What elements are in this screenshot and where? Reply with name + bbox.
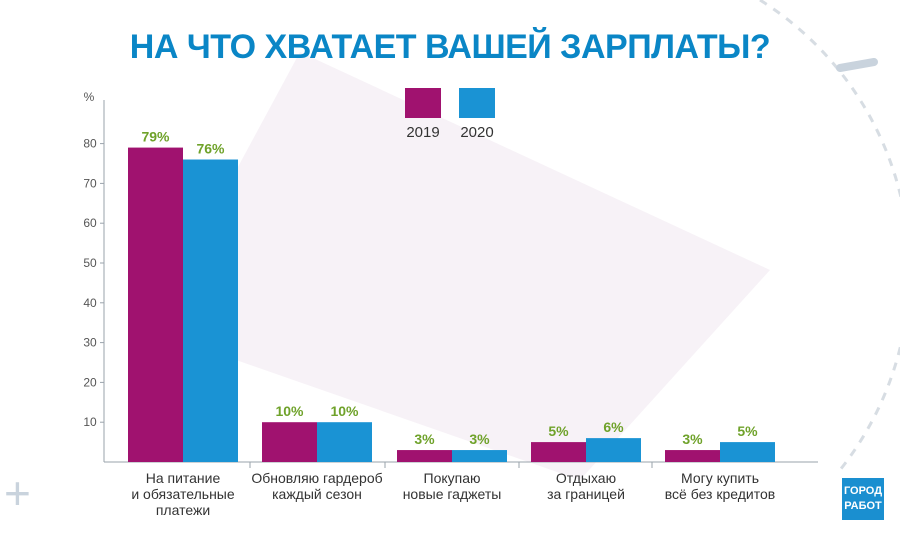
y-axis-label: % bbox=[84, 90, 95, 104]
category-label: Могу купить bbox=[681, 470, 759, 486]
legend-swatch-2020 bbox=[459, 88, 495, 118]
y-tick-label: 60 bbox=[83, 216, 97, 230]
bar-2020-1 bbox=[317, 422, 372, 462]
plus-icon: + bbox=[4, 467, 31, 519]
y-tick-label: 80 bbox=[83, 137, 97, 151]
y-tick-label: 10 bbox=[83, 415, 97, 429]
dash-decoration bbox=[836, 58, 878, 72]
background-decoration bbox=[150, 52, 770, 480]
bar-value-label: 3% bbox=[682, 431, 703, 447]
dashed-arc-decoration bbox=[759, 0, 900, 471]
y-tick-label: 50 bbox=[83, 256, 97, 270]
bar-2019-1 bbox=[262, 422, 317, 462]
category-label: всё без кредитов bbox=[665, 486, 775, 502]
legend-2020: 2020 bbox=[459, 88, 495, 141]
y-tick-label: 70 bbox=[83, 176, 97, 190]
bar-value-label: 3% bbox=[414, 431, 435, 447]
bar-value-label: 79% bbox=[141, 129, 170, 145]
bar-2019-3 bbox=[531, 442, 586, 462]
bar-2020-0 bbox=[183, 159, 238, 462]
y-tick-label: 40 bbox=[83, 296, 97, 310]
category-label: Отдыхаю bbox=[556, 470, 616, 486]
legend-label-2020: 2020 bbox=[460, 124, 494, 141]
bar-2020-2 bbox=[452, 450, 507, 462]
category-label: На питание bbox=[146, 470, 221, 486]
category-label: за границей bbox=[547, 486, 625, 502]
y-tick-label: 30 bbox=[83, 336, 97, 350]
category-label: новые гаджеты bbox=[403, 486, 502, 502]
bar-value-label: 5% bbox=[548, 423, 569, 439]
category-label: Обновляю гардероб bbox=[251, 470, 382, 486]
bar-value-label: 76% bbox=[196, 141, 225, 157]
bar-value-label: 10% bbox=[330, 403, 359, 419]
bar-value-label: 3% bbox=[469, 431, 490, 447]
bar-value-label: 10% bbox=[275, 403, 304, 419]
chart-title: НА ЧТО ХВАТАЕТ ВАШЕЙ ЗАРПЛАТЫ? bbox=[129, 28, 771, 66]
category-label: Покупаю bbox=[424, 470, 481, 486]
category-label: и обязательные bbox=[131, 486, 235, 502]
legend-2019: 2019 bbox=[405, 88, 441, 141]
bar-value-label: 6% bbox=[603, 419, 624, 435]
bar-2019-4 bbox=[665, 450, 720, 462]
category-label: платежи bbox=[156, 502, 210, 518]
bar-2019-0 bbox=[128, 147, 183, 462]
company-logo: ГОРОД РАБОТ bbox=[842, 478, 884, 520]
bar-2020-3 bbox=[586, 438, 641, 462]
logo-line-2: РАБОТ bbox=[844, 500, 882, 512]
legend-label-2019: 2019 bbox=[406, 124, 440, 141]
category-label: каждый сезон bbox=[272, 486, 362, 502]
bar-2019-2 bbox=[397, 450, 452, 462]
bar-value-label: 5% bbox=[737, 423, 758, 439]
bar-2020-4 bbox=[720, 442, 775, 462]
legend-swatch-2019 bbox=[405, 88, 441, 118]
logo-line-1: ГОРОД bbox=[843, 485, 883, 497]
y-tick-label: 20 bbox=[83, 375, 97, 389]
